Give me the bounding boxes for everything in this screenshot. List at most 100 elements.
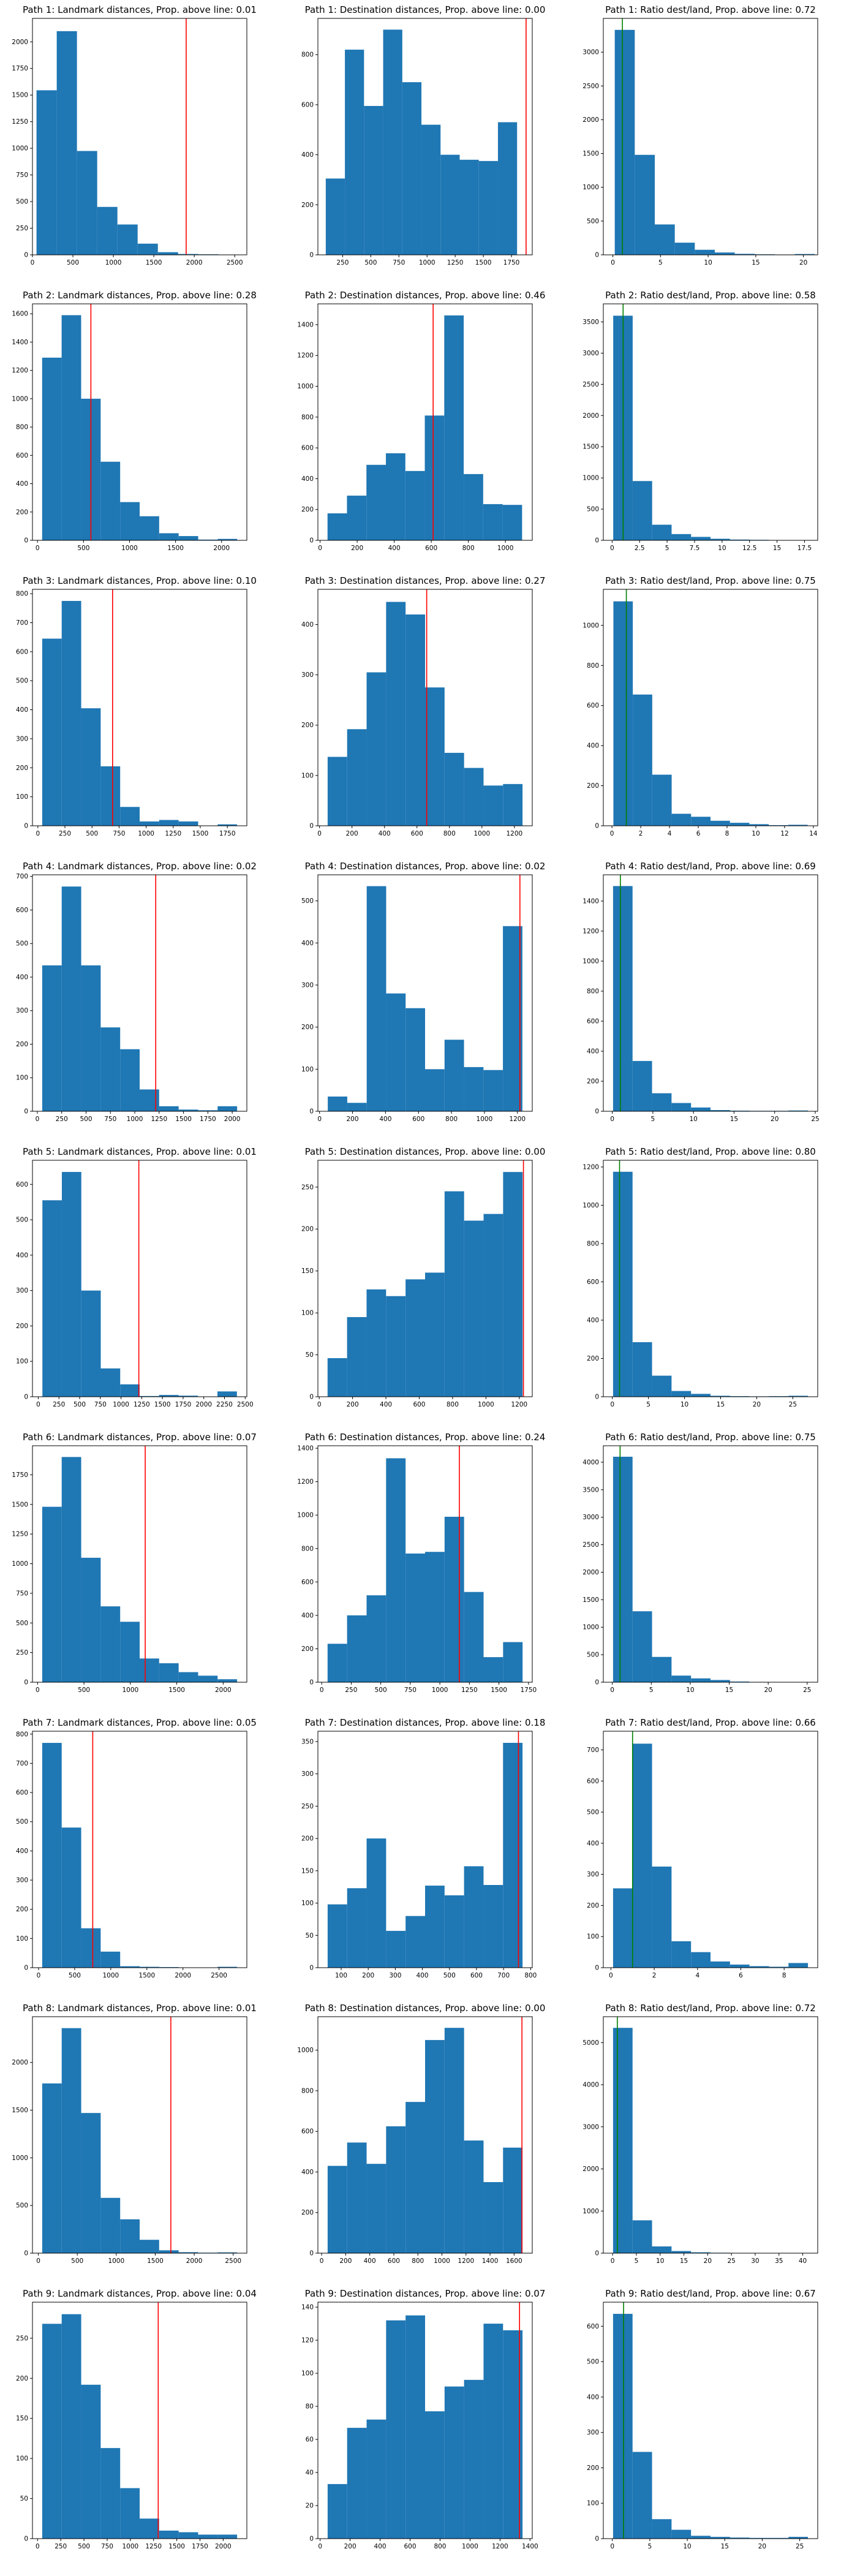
histogram-bar	[81, 2113, 101, 2253]
y-tick-label: 200	[301, 1024, 314, 1031]
x-tick-label: 400	[379, 830, 391, 837]
x-tick-label: 10	[718, 545, 726, 552]
y-tick-label: 2500	[582, 83, 599, 90]
histogram-bar	[691, 1107, 711, 1111]
y-tick-label: 100	[587, 2500, 599, 2507]
chart-title: Path 2: Landmark distances, Prop. above …	[23, 290, 257, 301]
histogram-bar	[81, 1928, 101, 1968]
x-tick-label: 400	[379, 1116, 391, 1123]
histogram-bar	[691, 1678, 711, 1682]
x-tick-label: 1500	[192, 830, 209, 837]
chart-title: Path 5: Landmark distances, Prop. above …	[23, 1146, 257, 1157]
histogram-bar	[42, 638, 62, 826]
x-tick-label: 600	[413, 1401, 425, 1408]
histogram-bar	[120, 1966, 140, 1968]
y-tick-label: 0	[309, 1679, 314, 1686]
histogram-bar	[711, 1396, 730, 1397]
y-tick-label: 200	[301, 722, 314, 729]
axes-frame	[32, 18, 247, 255]
x-tick-label: 1000	[478, 1401, 494, 1408]
histogram-bar	[42, 1506, 62, 1682]
x-tick-label: 1500	[147, 2257, 164, 2265]
axes-frame	[603, 874, 818, 1112]
histogram-bar	[444, 2028, 464, 2253]
histogram-bar	[140, 821, 159, 826]
histogram-bar	[327, 1358, 347, 1397]
x-tick-label: 2000	[215, 2543, 232, 2550]
y-tick-label: 0	[595, 2250, 599, 2257]
axes-frame	[317, 589, 533, 826]
x-tick-label: 1000	[108, 2257, 124, 2265]
y-tick-label: 300	[587, 1871, 599, 1878]
x-tick-label: 0	[320, 2257, 324, 2265]
histogram-bar	[483, 504, 503, 540]
x-tick-label: 500	[69, 1972, 81, 1979]
x-tick-label: 1500	[491, 1686, 507, 1694]
x-tick-label: 1750	[219, 830, 236, 837]
y-tick-label: 3000	[582, 350, 599, 357]
histogram-bar	[61, 886, 81, 1111]
axes-frame	[317, 303, 533, 541]
histogram-bar	[729, 823, 750, 826]
chart-title: Path 8: Landmark distances, Prop. above …	[23, 2003, 257, 2014]
y-tick-label: 500	[16, 2202, 28, 2210]
y-tick-label: 50	[306, 1932, 314, 1940]
x-tick-label: 250	[53, 1401, 65, 1408]
y-tick-label: 1000	[297, 1512, 314, 1519]
histogram-bar	[711, 1680, 730, 1682]
axes-frame	[317, 2302, 533, 2539]
histogram-bar	[347, 2428, 367, 2539]
y-tick-label: 300	[301, 1770, 314, 1778]
x-tick-label: 10	[752, 830, 760, 837]
x-tick-label: 0	[36, 1116, 40, 1123]
histogram-bar	[366, 886, 386, 1111]
y-tick-label: 400	[301, 621, 314, 629]
x-tick-label: 800	[445, 1116, 458, 1123]
axes-frame	[32, 1731, 247, 1968]
x-tick-label: 300	[389, 1972, 401, 1979]
x-tick-label: 1250	[165, 830, 181, 837]
x-tick-label: 0	[36, 1401, 40, 1408]
x-tick-label: 25	[796, 2543, 804, 2550]
x-tick-label: 0	[318, 545, 322, 552]
y-tick-label: 0	[309, 1108, 314, 1116]
x-tick-label: 600	[388, 2257, 400, 2265]
x-tick-label: 0	[317, 1401, 322, 1408]
chart-title: Path 6: Landmark distances, Prop. above …	[23, 1432, 257, 1443]
y-tick-label: 40	[306, 2469, 314, 2477]
x-tick-label: 1500	[138, 1972, 155, 1979]
y-tick-label: 500	[587, 1809, 599, 1816]
y-tick-label: 600	[16, 452, 28, 459]
x-tick-label: 1000	[121, 545, 138, 552]
histogram-bar	[769, 2537, 789, 2539]
histogram-bar	[100, 766, 121, 826]
x-tick-label: 0	[610, 1401, 614, 1408]
axes-frame	[603, 303, 818, 541]
histogram-bar	[425, 1886, 445, 1968]
histogram-bar	[483, 1885, 503, 1968]
y-tick-label: 200	[587, 2465, 599, 2472]
y-tick-label: 100	[301, 772, 314, 779]
histogram-bar	[140, 2240, 159, 2253]
histogram-bar	[613, 1171, 633, 1397]
histogram-bar	[97, 206, 118, 255]
histogram-bar	[56, 31, 77, 255]
histogram-bar	[366, 1289, 386, 1397]
y-tick-label: 1000	[582, 958, 599, 965]
histogram-bar	[444, 1191, 464, 1397]
histogram-bar	[671, 1391, 692, 1397]
histogram-panel: Path 8: Ratio dest/land, Prop. above lin…	[582, 2003, 818, 2265]
y-tick-label: 1000	[12, 1560, 28, 1568]
y-tick-label: 4000	[582, 1459, 599, 1466]
y-tick-label: 1000	[297, 2047, 314, 2054]
y-tick-label: 0	[24, 2536, 28, 2543]
y-tick-label: 80	[306, 2403, 314, 2411]
x-tick-label: 8	[782, 1972, 786, 1979]
x-tick-label: 25	[727, 2257, 735, 2265]
y-tick-label: 600	[587, 1279, 599, 1286]
histogram-bar	[178, 821, 198, 826]
histogram-bar	[386, 602, 406, 826]
histogram-bar	[613, 1456, 633, 1682]
histogram-bar	[36, 90, 57, 255]
